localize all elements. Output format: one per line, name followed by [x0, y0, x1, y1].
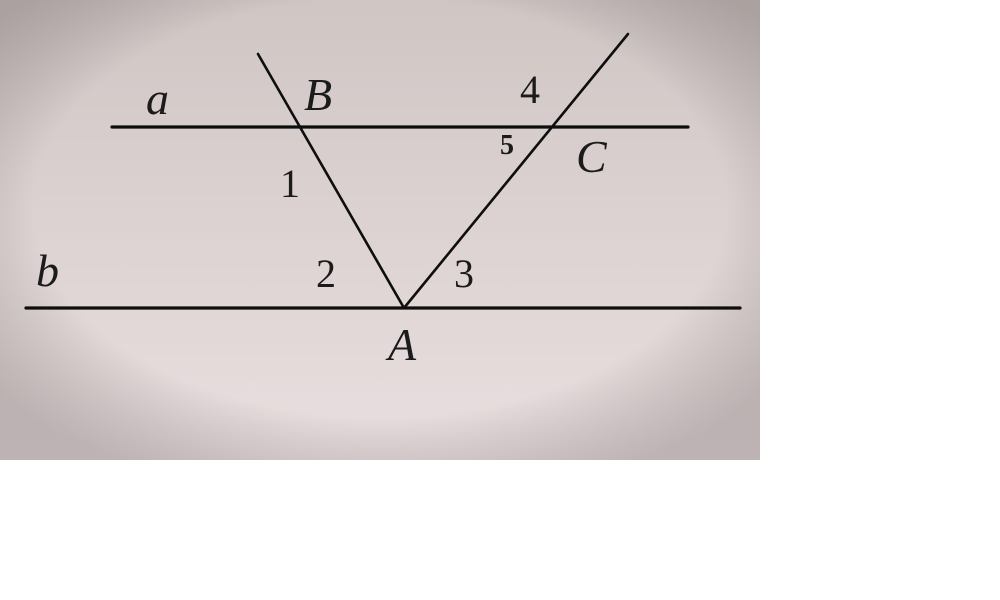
angle-label-4: 4	[520, 66, 540, 113]
blank-bottom	[0, 460, 1000, 600]
geometry-diagram	[0, 0, 760, 460]
label-point-C: C	[576, 130, 607, 183]
page-root: a b A B C 1 2 3 4 5	[0, 0, 1000, 600]
label-line-b: b	[36, 244, 59, 297]
label-point-A: A	[388, 318, 416, 371]
angle-label-5: 5	[500, 130, 514, 162]
angle-label-1: 1	[280, 160, 300, 207]
paper-region: a b A B C 1 2 3 4 5	[0, 0, 760, 460]
label-line-a: a	[146, 72, 169, 125]
angle-label-3: 3	[454, 250, 474, 297]
angle-label-2: 2	[316, 250, 336, 297]
label-point-B: B	[304, 68, 332, 121]
